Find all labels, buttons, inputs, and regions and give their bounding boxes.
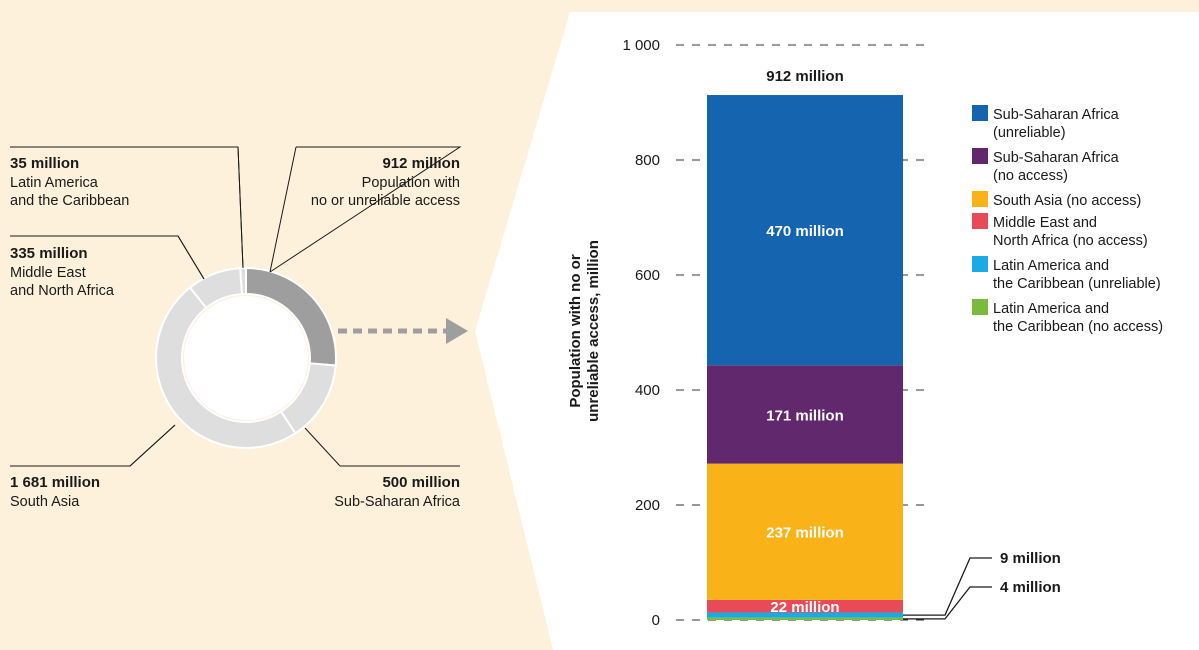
arrow-head-icon	[446, 318, 468, 344]
y-tick-label: 800	[635, 152, 660, 169]
donut-category-label-sa: South Asia	[10, 494, 80, 510]
y-axis: 0 200 400 600 800 1 000 Population with no oru…	[567, 37, 660, 629]
legend-swatch-unserved_lac_unreliable	[972, 256, 988, 272]
donut-labels: 912 million Population with no or unreliab…	[10, 146, 462, 510]
bar-segment-unserved_south_asia	[707, 463, 903, 600]
legend-label-unserved_lac_no_access: Latin America and the Caribbean (no acces…	[993, 301, 1163, 335]
y-tick-label: 600	[635, 267, 660, 284]
legend-label-unserved_south_asia: South Asia (no access)	[993, 193, 1141, 209]
y-axis-title-line-2: unreliable access, million	[585, 240, 602, 422]
legend-swatch-unserved_ssa_no_access	[972, 148, 988, 164]
donut-slice-sa	[155, 286, 297, 449]
stacked-bar	[707, 95, 903, 620]
legend-label-unserved_mena: Middle East and North Africa (no access)	[993, 215, 1148, 249]
drilldown-arrow	[338, 318, 468, 344]
donut-category-label-ssa: Sub-Saharan Africa	[334, 494, 461, 510]
donut-slice-lac	[239, 266, 247, 296]
leader-connector-mena	[177, 235, 205, 280]
y-axis-title: Population with no orunreliable access, …	[567, 240, 602, 422]
donut-category-label-unserved: Population with no or unreliable access	[311, 175, 460, 209]
legend-label-unserved_lac_no_access-line-2: the Caribbean (no access)	[993, 319, 1163, 335]
legend-label-unserved_lac_unreliable-line-2: the Caribbean (unreliable)	[993, 276, 1161, 292]
y-tick-label: 1 000	[622, 37, 660, 54]
bar-value-labels: 912 million 22 million 237 million 171 mill…	[766, 68, 1061, 620]
legend-swatch-unserved_ssa_unreliable	[972, 105, 988, 121]
y-axis-title-line-1: Population with no or	[567, 254, 584, 407]
y-tick-label: 400	[635, 382, 660, 399]
leader-line-unserved	[269, 146, 462, 273]
legend-label-unserved_ssa_unreliable-line-1: Sub-Saharan Africa	[993, 107, 1120, 123]
bar-segment-unserved_ssa_no_access	[707, 365, 903, 464]
bar-value-label-unserved_mena: 22 million	[770, 599, 839, 616]
leader-connector-sa	[129, 424, 176, 467]
bar-segment-unserved_mena	[707, 599, 903, 613]
donut-category-label-mena-line-1: Middle East	[10, 265, 86, 281]
bar-value-label-unserved_lac_no_access: 4 million	[1000, 579, 1061, 596]
legend-label-unserved_lac_unreliable: Latin America and the Caribbean (unreliab…	[993, 258, 1161, 292]
legend-label-unserved_ssa_unreliable: Sub-Saharan Africa (unreliable)	[993, 107, 1120, 141]
legend-label-unserved_mena-line-2: North Africa (no access)	[993, 233, 1148, 249]
bar-segment-unserved_lac_no_access	[707, 617, 903, 620]
donut-hole	[184, 296, 308, 420]
donut-value-label-mena: 335 million	[10, 245, 88, 262]
legend-label-unserved_ssa_no_access: Sub-Saharan Africa (no access)	[993, 150, 1120, 184]
bar-total-label: 912 million	[766, 68, 844, 85]
legend: Sub-Saharan Africa (unreliable)Sub-Sahara…	[972, 105, 1163, 335]
donut-value-label-unserved: 912 million	[382, 155, 460, 172]
donut-category-label-lac-line-2: and the Caribbean	[10, 193, 129, 209]
donut-category-label-mena: Middle East and North Africa	[10, 265, 115, 299]
donut-value-label-ssa: 500 million	[382, 474, 460, 491]
bar-value-label-unserved_south_asia: 237 million	[766, 525, 844, 542]
callout-line-unserved_lac_unreliable	[903, 557, 992, 616]
donut-chart	[155, 266, 337, 449]
legend-swatch-unserved_lac_no_access	[972, 299, 988, 315]
bar-value-label-unserved_ssa_no_access: 171 million	[766, 407, 844, 424]
donut-category-label-lac: Latin America and the Caribbean	[10, 175, 129, 209]
bar-segment-unserved_ssa_unreliable	[707, 95, 903, 366]
y-tick-label: 200	[635, 497, 660, 514]
leader-connector-ssa	[304, 427, 341, 467]
bar-segment-unserved_lac_unreliable	[707, 612, 903, 618]
bar-value-label-unserved_lac_unreliable: 9 million	[1000, 550, 1061, 567]
donut-category-label-unserved-line-1: Population with	[362, 175, 460, 191]
donut-category-label-mena-line-2: and North Africa	[10, 283, 115, 299]
legend-label-unserved_ssa_no_access-line-2: (no access)	[993, 168, 1068, 184]
leader-connector-unserved	[269, 146, 297, 273]
legend-label-unserved_lac_unreliable-line-1: Latin America and	[993, 258, 1109, 274]
legend-label-unserved_lac_no_access-line-1: Latin America and	[993, 301, 1109, 317]
legend-label-unserved_ssa_unreliable-line-2: (unreliable)	[993, 125, 1066, 141]
legend-swatch-unserved_south_asia	[972, 191, 988, 207]
callout-line-unserved_lac_no_access	[903, 586, 992, 620]
donut-value-label-lac: 35 million	[10, 155, 79, 172]
leader-connector-lac	[237, 146, 244, 269]
leader-line-sa	[10, 424, 176, 467]
legend-swatch-unserved_mena	[972, 213, 988, 229]
donut-category-label-unserved-line-2: no or unreliable access	[311, 193, 460, 209]
legend-label-unserved_ssa_no_access-line-1: Sub-Saharan Africa	[993, 150, 1120, 166]
bar-value-label-unserved_ssa_unreliable: 470 million	[766, 223, 844, 240]
donut-category-label-lac-line-1: Latin America	[10, 175, 99, 191]
donut-value-label-sa: 1 681 million	[10, 474, 100, 491]
legend-label-unserved_mena-line-1: Middle East and	[993, 215, 1097, 231]
y-tick-label: 0	[652, 612, 660, 629]
